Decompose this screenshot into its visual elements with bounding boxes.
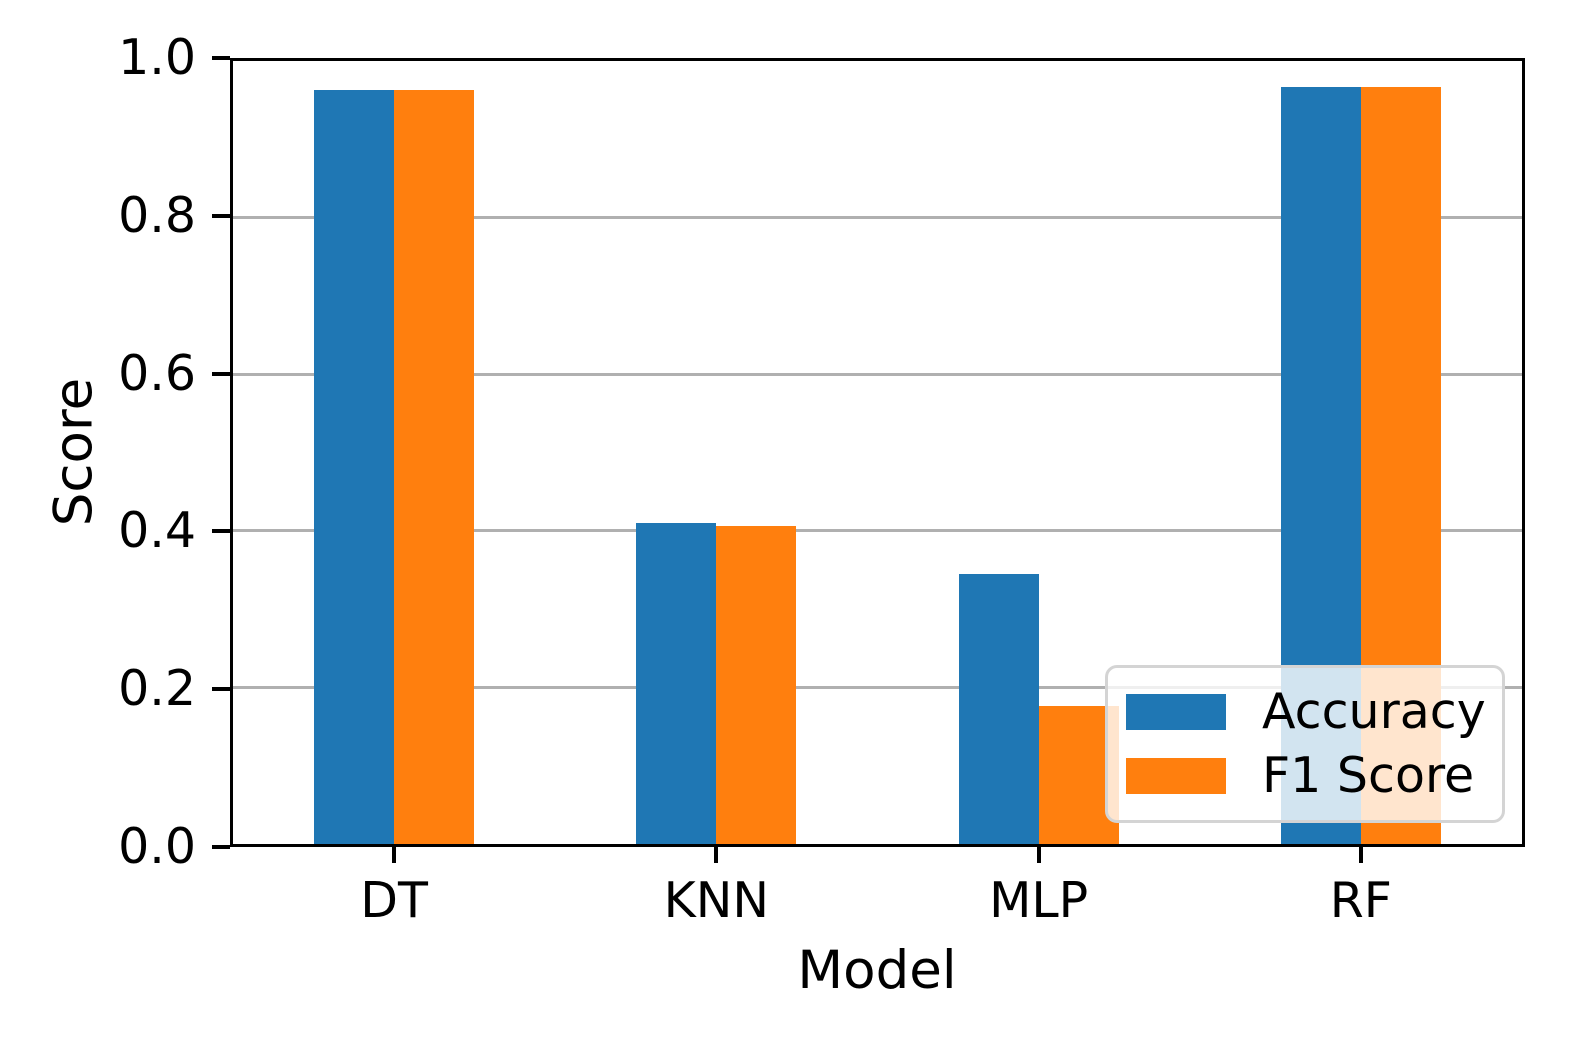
x-tick-mark-knn <box>714 847 719 863</box>
x-tick-label-knn: KNN <box>663 872 770 929</box>
y-tick-label-0.0: 0.0 <box>118 818 196 875</box>
legend-item-accuracy: Accuracy <box>1126 683 1486 740</box>
bar-knn-accuracy <box>636 522 717 844</box>
y-tick-mark-0.8 <box>212 213 230 218</box>
plot-area: Accuracy F1 Score <box>230 58 1525 847</box>
y-tick-label-1.0: 1.0 <box>118 29 196 86</box>
x-tick-label-mlp: MLP <box>989 872 1089 929</box>
y-tick-label-0.4: 0.4 <box>118 502 196 560</box>
x-tick-mark-rf <box>1358 847 1363 863</box>
y-tick-mark-0.6 <box>212 371 230 376</box>
bar-mlp-accuracy <box>958 573 1039 844</box>
y-tick-mark-0.4 <box>212 529 230 534</box>
legend-swatch-accuracy <box>1126 694 1226 730</box>
x-tick-label-dt: DT <box>360 872 428 929</box>
y-tick-label-0.2: 0.2 <box>118 660 196 718</box>
legend: Accuracy F1 Score <box>1105 665 1505 823</box>
gridline-0.8 <box>233 216 1522 220</box>
y-tick-mark-1.0 <box>212 56 230 60</box>
x-axis-label: Model <box>797 940 957 1001</box>
gridline-0.4 <box>233 529 1522 533</box>
legend-item-f1-score: F1 Score <box>1126 750 1484 802</box>
y-tick-label-0.6: 0.6 <box>118 344 196 402</box>
y-tick-mark-0.0 <box>212 845 230 849</box>
legend-label-f1-score: F1 Score <box>1262 747 1475 804</box>
y-tick-mark-0.2 <box>212 687 230 692</box>
legend-swatch-f1-score <box>1126 758 1226 794</box>
bar-dt-f1-score <box>394 89 475 844</box>
legend-label-accuracy: Accuracy <box>1262 683 1486 740</box>
x-tick-mark-mlp <box>1036 847 1041 863</box>
y-axis-label: Score <box>43 377 105 527</box>
x-tick-label-rf: RF <box>1329 872 1392 929</box>
y-tick-label-0.8: 0.8 <box>118 186 196 244</box>
gridline-0.2 <box>233 685 1522 689</box>
bar-knn-f1-score <box>716 526 797 844</box>
gridline-0.6 <box>233 372 1522 376</box>
bar-dt-accuracy <box>314 89 395 844</box>
x-tick-mark-dt <box>392 847 397 863</box>
